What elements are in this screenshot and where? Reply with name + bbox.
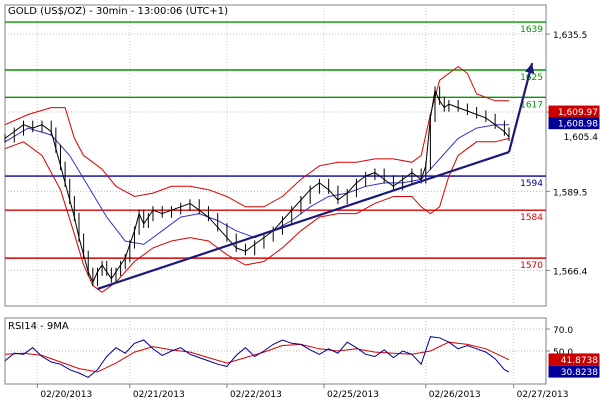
price-y-tick-label: 1,566.4 — [553, 267, 588, 277]
rsi-line — [4, 336, 510, 378]
price-tag-box — [548, 105, 600, 118]
price-y-axis: 1,635.5 1,589.5 1,566.4 1,609.97 1,608.98 1,6… — [546, 31, 600, 277]
bollinger-upper-band — [4, 65, 509, 208]
rsi-value-tag-box — [548, 365, 600, 378]
date-tick-label: 02/21/2013 — [133, 390, 185, 400]
rsi-value-tag-label: 30.8238 — [561, 368, 598, 378]
forecast-arrow-head — [525, 63, 535, 74]
level-label: 1625 — [520, 73, 543, 83]
price-tag-label: 1,609.97 — [558, 108, 598, 118]
rsi-panel-title: RSI14 - 9MA — [8, 321, 69, 332]
price-tag-box — [548, 130, 600, 143]
price-y-tick-label: 1,635.5 — [553, 31, 587, 41]
rsi-plot-area — [4, 336, 510, 378]
price-gridlines — [5, 5, 546, 306]
level-label: 1570 — [520, 261, 543, 271]
price-panel-frame — [4, 4, 547, 307]
level-label: 1617 — [520, 100, 543, 110]
date-tick-label: 02/27/2013 — [517, 390, 569, 400]
level-label: 1594 — [520, 179, 543, 189]
price-y-tick-label: 1,589.5 — [553, 188, 587, 198]
rsi-ma-line — [4, 341, 510, 373]
price-level-lines: 1639 1625 1617 1594 1584 1570 — [5, 21, 546, 271]
level-label: 1639 — [520, 25, 543, 35]
date-tick-label: 02/25/2013 — [327, 390, 379, 400]
rsi-y-tick-label: 70.0 — [553, 326, 573, 336]
bollinger-lower-band — [4, 137, 510, 293]
date-tick-label: 02/22/2013 — [230, 390, 282, 400]
price-plot-area — [4, 62, 535, 293]
price-tag-label: 1,605.4 — [564, 133, 599, 143]
price-close-line — [4, 88, 510, 284]
date-tick-label: 02/26/2013 — [429, 390, 481, 400]
rsi-value-tag-label: 41.8738 — [561, 356, 598, 366]
rising-trendline — [97, 151, 510, 290]
price-tag-label: 1,608.98 — [558, 120, 598, 130]
price-tag-box — [548, 117, 600, 130]
rsi-y-tick-label: 50.0 — [553, 348, 573, 358]
rsi-y-axis: 70.0 50.041.8738 30.8238 — [546, 326, 600, 378]
date-tick-label: 02/20/2013 — [40, 390, 92, 400]
date-x-axis: 02/20/2013 02/21/2013 02/22/2013 02/25/2013… — [36, 384, 569, 400]
forecast-arrow-shaft — [507, 62, 534, 153]
chart-title: GOLD (US$/OZ) - 30min - 13:00:06 (UTC+1) — [8, 6, 228, 17]
rsi-value-tag-box — [548, 353, 600, 366]
level-label: 1584 — [520, 213, 543, 223]
